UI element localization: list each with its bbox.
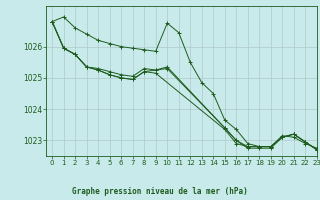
Text: Graphe pression niveau de la mer (hPa): Graphe pression niveau de la mer (hPa): [72, 187, 248, 196]
